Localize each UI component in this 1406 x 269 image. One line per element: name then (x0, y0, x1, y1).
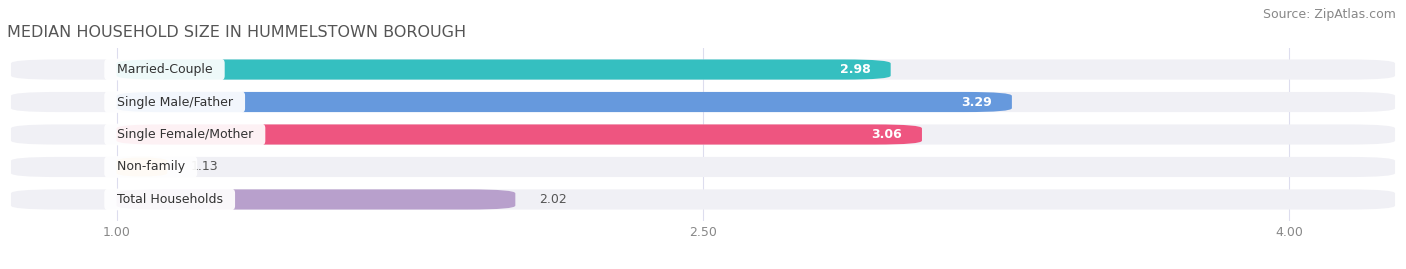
FancyBboxPatch shape (117, 157, 167, 177)
Text: Non-family: Non-family (108, 161, 193, 174)
FancyBboxPatch shape (11, 59, 1395, 80)
Text: 1.13: 1.13 (191, 161, 218, 174)
Text: MEDIAN HOUSEHOLD SIZE IN HUMMELSTOWN BOROUGH: MEDIAN HOUSEHOLD SIZE IN HUMMELSTOWN BOR… (7, 25, 467, 40)
Text: Single Female/Mother: Single Female/Mother (108, 128, 262, 141)
FancyBboxPatch shape (117, 125, 922, 144)
Text: 2.02: 2.02 (538, 193, 567, 206)
Text: Single Male/Father: Single Male/Father (108, 95, 240, 108)
FancyBboxPatch shape (117, 189, 516, 210)
FancyBboxPatch shape (11, 189, 1395, 210)
Text: Married-Couple: Married-Couple (108, 63, 221, 76)
Text: Source: ZipAtlas.com: Source: ZipAtlas.com (1263, 8, 1396, 21)
FancyBboxPatch shape (11, 157, 1395, 177)
FancyBboxPatch shape (117, 92, 1012, 112)
Text: 3.06: 3.06 (872, 128, 903, 141)
Text: 3.29: 3.29 (962, 95, 993, 108)
FancyBboxPatch shape (11, 125, 1395, 144)
FancyBboxPatch shape (117, 59, 890, 80)
Text: Total Households: Total Households (108, 193, 231, 206)
Text: 2.98: 2.98 (841, 63, 872, 76)
FancyBboxPatch shape (11, 92, 1395, 112)
